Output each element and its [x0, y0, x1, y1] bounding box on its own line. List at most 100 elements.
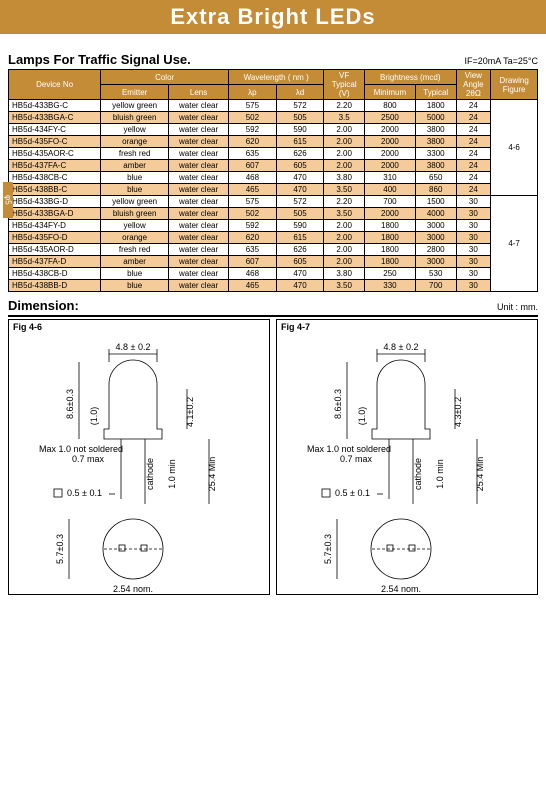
- table-row: HB5d-434FY-Cyellowwater clear5925902.002…: [9, 124, 538, 136]
- hdr-bright: Brightness (mcd): [364, 70, 456, 85]
- cell-lp: 465: [229, 184, 277, 196]
- cell-bmin: 310: [364, 172, 415, 184]
- cell-lp: 620: [229, 232, 277, 244]
- cell-lens: water clear: [169, 268, 229, 280]
- cell-lens: water clear: [169, 124, 229, 136]
- cell-vf: 2.00: [324, 136, 365, 148]
- cell-ang: 24: [456, 124, 491, 136]
- cell-btyp: 1800: [415, 100, 456, 112]
- cell-bmin: 800: [364, 100, 415, 112]
- cell-ang: 24: [456, 112, 491, 124]
- table-row: HB5d-437FA-Damberwater clear6076052.0018…: [9, 256, 538, 268]
- cell-em: yellow: [101, 124, 169, 136]
- cell-ld: 615: [276, 136, 324, 148]
- hdr-emitter: Emitter: [101, 85, 169, 100]
- svg-text:2.54 nom.: 2.54 nom.: [113, 584, 153, 594]
- cell-ld: 470: [276, 184, 324, 196]
- cell-lp: 607: [229, 256, 277, 268]
- cell-em: amber: [101, 160, 169, 172]
- cell-ld: 615: [276, 232, 324, 244]
- svg-text:2.54 nom.: 2.54 nom.: [381, 584, 421, 594]
- fig47-svg: 4.8 ± 0.2 8.6±0.3 (1.0) 4.3±0.2 25.4 Min…: [277, 334, 537, 594]
- cell-em: bluish green: [101, 208, 169, 220]
- cell-btyp: 4000: [415, 208, 456, 220]
- cell-ld: 470: [276, 268, 324, 280]
- cell-bmin: 1800: [364, 256, 415, 268]
- cell-ang: 24: [456, 148, 491, 160]
- cell-lens: water clear: [169, 244, 229, 256]
- svg-text:1.0 min: 1.0 min: [167, 459, 177, 489]
- led-table: Device No Color Wavelength ( nm ) VF Typ…: [8, 69, 538, 292]
- table-row: HB5d-438BB-Cbluewater clear4654703.50400…: [9, 184, 538, 196]
- cell-ang: 24: [456, 136, 491, 148]
- svg-text:25.4 Min: 25.4 Min: [475, 457, 485, 492]
- svg-text:25.4 Min: 25.4 Min: [207, 457, 217, 492]
- cell-vf: 2.20: [324, 100, 365, 112]
- hdr-lens: Lens: [169, 85, 229, 100]
- cell-vf: 2.00: [324, 232, 365, 244]
- svg-text:Max 1.0 not soldered: Max 1.0 not soldered: [39, 444, 123, 454]
- cell-dev: HB5d-435FO-D: [9, 232, 101, 244]
- cell-lens: water clear: [169, 196, 229, 208]
- hdr-fig: Drawing Figure: [491, 70, 538, 100]
- cell-vf: 2.20: [324, 196, 365, 208]
- cell-ld: 605: [276, 256, 324, 268]
- cell-dev: HB5d-438BB-D: [9, 280, 101, 292]
- cell-dev: HB5d-433BGA-D: [9, 208, 101, 220]
- cell-btyp: 3000: [415, 232, 456, 244]
- title-bar: Extra Bright LEDs: [0, 0, 546, 34]
- cell-em: bluish green: [101, 112, 169, 124]
- table-row: HB5d-433BG-Dyellow greenwater clear57557…: [9, 196, 538, 208]
- cell-dev: HB5d-437FA-C: [9, 160, 101, 172]
- cell-lens: water clear: [169, 172, 229, 184]
- cell-vf: 3.50: [324, 184, 365, 196]
- cell-ang: 24: [456, 160, 491, 172]
- cell-vf: 2.00: [324, 148, 365, 160]
- svg-text:4.1±0.2: 4.1±0.2: [185, 397, 195, 427]
- table-row: HB5d-434FY-Dyellowwater clear5925902.001…: [9, 220, 538, 232]
- cell-lp: 575: [229, 100, 277, 112]
- svg-text:0.7 max: 0.7 max: [340, 454, 373, 464]
- dimension-title: Dimension:: [8, 298, 79, 313]
- svg-text:(1.0): (1.0): [357, 407, 367, 426]
- cell-bmin: 400: [364, 184, 415, 196]
- cell-btyp: 3800: [415, 160, 456, 172]
- cell-lp: 468: [229, 172, 277, 184]
- cell-lp: 502: [229, 208, 277, 220]
- cell-fig: 4-6: [491, 100, 538, 196]
- cell-dev: HB5d-433BG-C: [9, 100, 101, 112]
- cell-dev: HB5d-433BG-D: [9, 196, 101, 208]
- conditions: IF=20mA Ta=25°C: [465, 56, 538, 66]
- cell-btyp: 1500: [415, 196, 456, 208]
- cell-em: fresh red: [101, 244, 169, 256]
- svg-text:5.7±0.3: 5.7±0.3: [55, 534, 65, 564]
- cell-ld: 572: [276, 196, 324, 208]
- cell-ang: 24: [456, 184, 491, 196]
- cell-lens: water clear: [169, 232, 229, 244]
- section-header-row: Lamps For Traffic Signal Use. IF=20mA Ta…: [8, 52, 538, 67]
- cell-ang: 30: [456, 256, 491, 268]
- cell-dev: HB5d-434FY-C: [9, 124, 101, 136]
- cell-vf: 3.5: [324, 112, 365, 124]
- cell-btyp: 860: [415, 184, 456, 196]
- hdr-lp: λp: [229, 85, 277, 100]
- cell-dev: HB5d-435AOR-D: [9, 244, 101, 256]
- cell-ang: 30: [456, 244, 491, 256]
- svg-text:cathode: cathode: [145, 458, 155, 490]
- cell-bmin: 330: [364, 280, 415, 292]
- cell-vf: 3.50: [324, 208, 365, 220]
- cell-bmin: 2500: [364, 112, 415, 124]
- cell-fig: 4-7: [491, 196, 538, 292]
- cell-em: yellow: [101, 220, 169, 232]
- cell-dev: HB5d-438CB-C: [9, 172, 101, 184]
- fig46-svg: 4.8 ± 0.2 8.6±0.3 (1.0) 4.1±0.2 25.4 Min…: [9, 334, 269, 594]
- hdr-color: Color: [101, 70, 229, 85]
- cell-btyp: 5000: [415, 112, 456, 124]
- cell-lp: 607: [229, 160, 277, 172]
- cell-ld: 505: [276, 112, 324, 124]
- cell-ld: 605: [276, 160, 324, 172]
- cell-lp: 635: [229, 148, 277, 160]
- cell-vf: 3.80: [324, 268, 365, 280]
- cell-ang: 30: [456, 196, 491, 208]
- svg-text:8.6±0.3: 8.6±0.3: [333, 389, 343, 419]
